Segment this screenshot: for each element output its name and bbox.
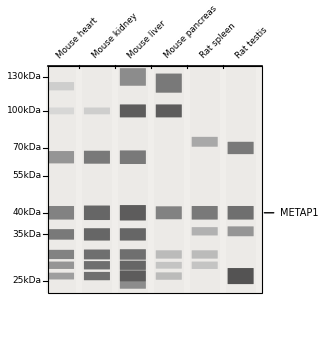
FancyBboxPatch shape [48, 151, 74, 163]
Text: 55kDa: 55kDa [12, 171, 41, 180]
Bar [46, 66, 76, 293]
FancyBboxPatch shape [120, 150, 146, 164]
FancyBboxPatch shape [84, 205, 110, 220]
FancyBboxPatch shape [120, 261, 146, 270]
FancyBboxPatch shape [84, 228, 110, 240]
FancyBboxPatch shape [227, 226, 254, 236]
Text: Mouse liver: Mouse liver [126, 19, 168, 60]
Text: 100kDa: 100kDa [7, 106, 41, 116]
FancyBboxPatch shape [84, 261, 110, 270]
FancyBboxPatch shape [120, 282, 146, 289]
FancyBboxPatch shape [84, 250, 110, 259]
FancyBboxPatch shape [156, 262, 182, 269]
FancyBboxPatch shape [192, 137, 218, 147]
FancyBboxPatch shape [156, 74, 182, 93]
Text: Mouse pancreas: Mouse pancreas [162, 4, 218, 60]
FancyBboxPatch shape [192, 206, 218, 219]
FancyBboxPatch shape [156, 104, 182, 117]
FancyBboxPatch shape [192, 250, 218, 259]
Text: METAP1: METAP1 [280, 208, 318, 218]
Bar [154, 66, 184, 293]
FancyBboxPatch shape [48, 229, 74, 240]
FancyBboxPatch shape [48, 261, 74, 269]
FancyBboxPatch shape [120, 104, 146, 117]
FancyBboxPatch shape [192, 227, 218, 236]
Text: Mouse heart: Mouse heart [55, 15, 99, 60]
Text: 70kDa: 70kDa [12, 144, 41, 153]
FancyBboxPatch shape [120, 205, 146, 220]
FancyBboxPatch shape [120, 68, 146, 86]
FancyBboxPatch shape [84, 151, 110, 164]
Text: 25kDa: 25kDa [13, 276, 41, 285]
Text: Rat testis: Rat testis [234, 25, 269, 60]
FancyBboxPatch shape [84, 107, 110, 114]
Text: 130kDa: 130kDa [7, 72, 41, 82]
FancyBboxPatch shape [156, 272, 182, 280]
Text: Rat spleen: Rat spleen [198, 21, 237, 60]
Bar [48, 66, 261, 293]
Text: Mouse kidney: Mouse kidney [91, 11, 139, 60]
Bar [118, 66, 148, 293]
FancyBboxPatch shape [48, 206, 74, 219]
Text: 35kDa: 35kDa [12, 230, 41, 239]
FancyBboxPatch shape [120, 228, 146, 240]
Bar [190, 66, 220, 293]
FancyBboxPatch shape [227, 142, 254, 154]
FancyBboxPatch shape [48, 82, 74, 90]
Bar [226, 66, 256, 293]
Text: 40kDa: 40kDa [13, 208, 41, 217]
Bar [82, 66, 112, 293]
FancyBboxPatch shape [156, 206, 182, 219]
Bar [48, 66, 261, 293]
FancyBboxPatch shape [120, 249, 146, 260]
FancyBboxPatch shape [48, 107, 74, 114]
FancyBboxPatch shape [48, 250, 74, 259]
FancyBboxPatch shape [48, 273, 74, 279]
FancyBboxPatch shape [192, 261, 218, 269]
FancyBboxPatch shape [84, 272, 110, 280]
FancyBboxPatch shape [156, 250, 182, 259]
FancyBboxPatch shape [227, 206, 254, 219]
FancyBboxPatch shape [227, 268, 254, 284]
FancyBboxPatch shape [120, 270, 146, 282]
